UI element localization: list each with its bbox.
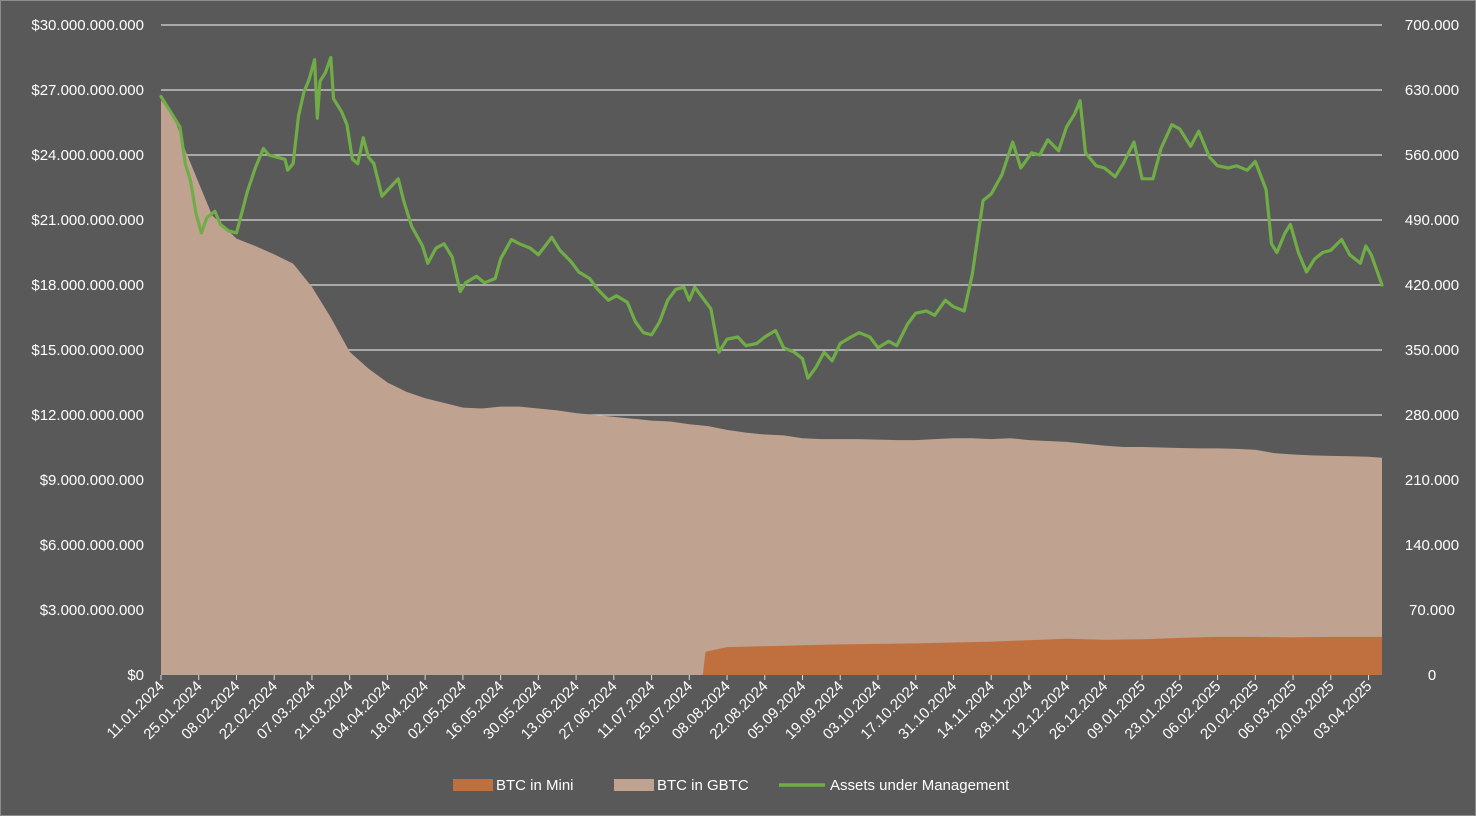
left-axis-tick-label: $30.000.000.000	[31, 17, 144, 34]
right-axis-tick-label: 490.000	[1405, 212, 1459, 229]
x-axis: 11.01.202425.01.202408.02.202422.02.2024…	[104, 675, 1375, 743]
line-assets-under-management	[159, 55, 1384, 380]
left-axis-tick-label: $15.000.000.000	[31, 342, 144, 359]
right-axis-tick-label: 140.000	[1405, 537, 1459, 554]
left-axis-tick-label: $6.000.000.000	[40, 537, 144, 554]
legend-swatch	[614, 779, 654, 791]
right-axis-tick-label: 420.000	[1405, 277, 1459, 294]
right-axis-tick-label: 210.000	[1405, 472, 1459, 489]
right-axis-tick-label: 0	[1428, 667, 1436, 684]
left-axis-tick-label: $12.000.000.000	[31, 407, 144, 424]
right-axis-tick-label: 350.000	[1405, 342, 1459, 359]
right-axis-tick-label: 700.000	[1405, 17, 1459, 34]
left-axis-tick-label: $18.000.000.000	[31, 277, 144, 294]
left-y-axis: $0 $3.000.000.000 $6.000.000.000 $9.000.000…	[31, 17, 144, 684]
area-series	[161, 100, 1382, 675]
right-axis-tick-label: 280.000	[1405, 407, 1459, 424]
left-axis-tick-label: $21.000.000.000	[31, 212, 144, 229]
legend-label: BTC in Mini	[496, 777, 574, 794]
right-y-axis: 0 70.000 140.000 210.000 280.000 350.000 420.0…	[1405, 17, 1459, 684]
left-axis-tick-label: $24.000.000.000	[31, 147, 144, 164]
left-axis-tick-label: $0	[127, 667, 144, 684]
right-axis-tick-label: 70.000	[1409, 602, 1455, 619]
right-axis-tick-label: 630.000	[1405, 82, 1459, 99]
legend-label: BTC in GBTC	[657, 777, 749, 794]
left-axis-tick-label: $9.000.000.000	[40, 472, 144, 489]
area-btc-in-gbtc	[161, 100, 1382, 675]
legend-swatch	[453, 779, 493, 791]
left-axis-tick-label: $27.000.000.000	[31, 82, 144, 99]
legend: BTC in Mini BTC in GBTC Assets under Manag…	[453, 777, 1010, 794]
right-axis-tick-label: 560.000	[1405, 147, 1459, 164]
line-series	[159, 55, 1384, 380]
left-axis-tick-label: $3.000.000.000	[40, 602, 144, 619]
area-btc-in-mini	[161, 636, 1382, 675]
legend-label: Assets under Management	[830, 777, 1010, 794]
